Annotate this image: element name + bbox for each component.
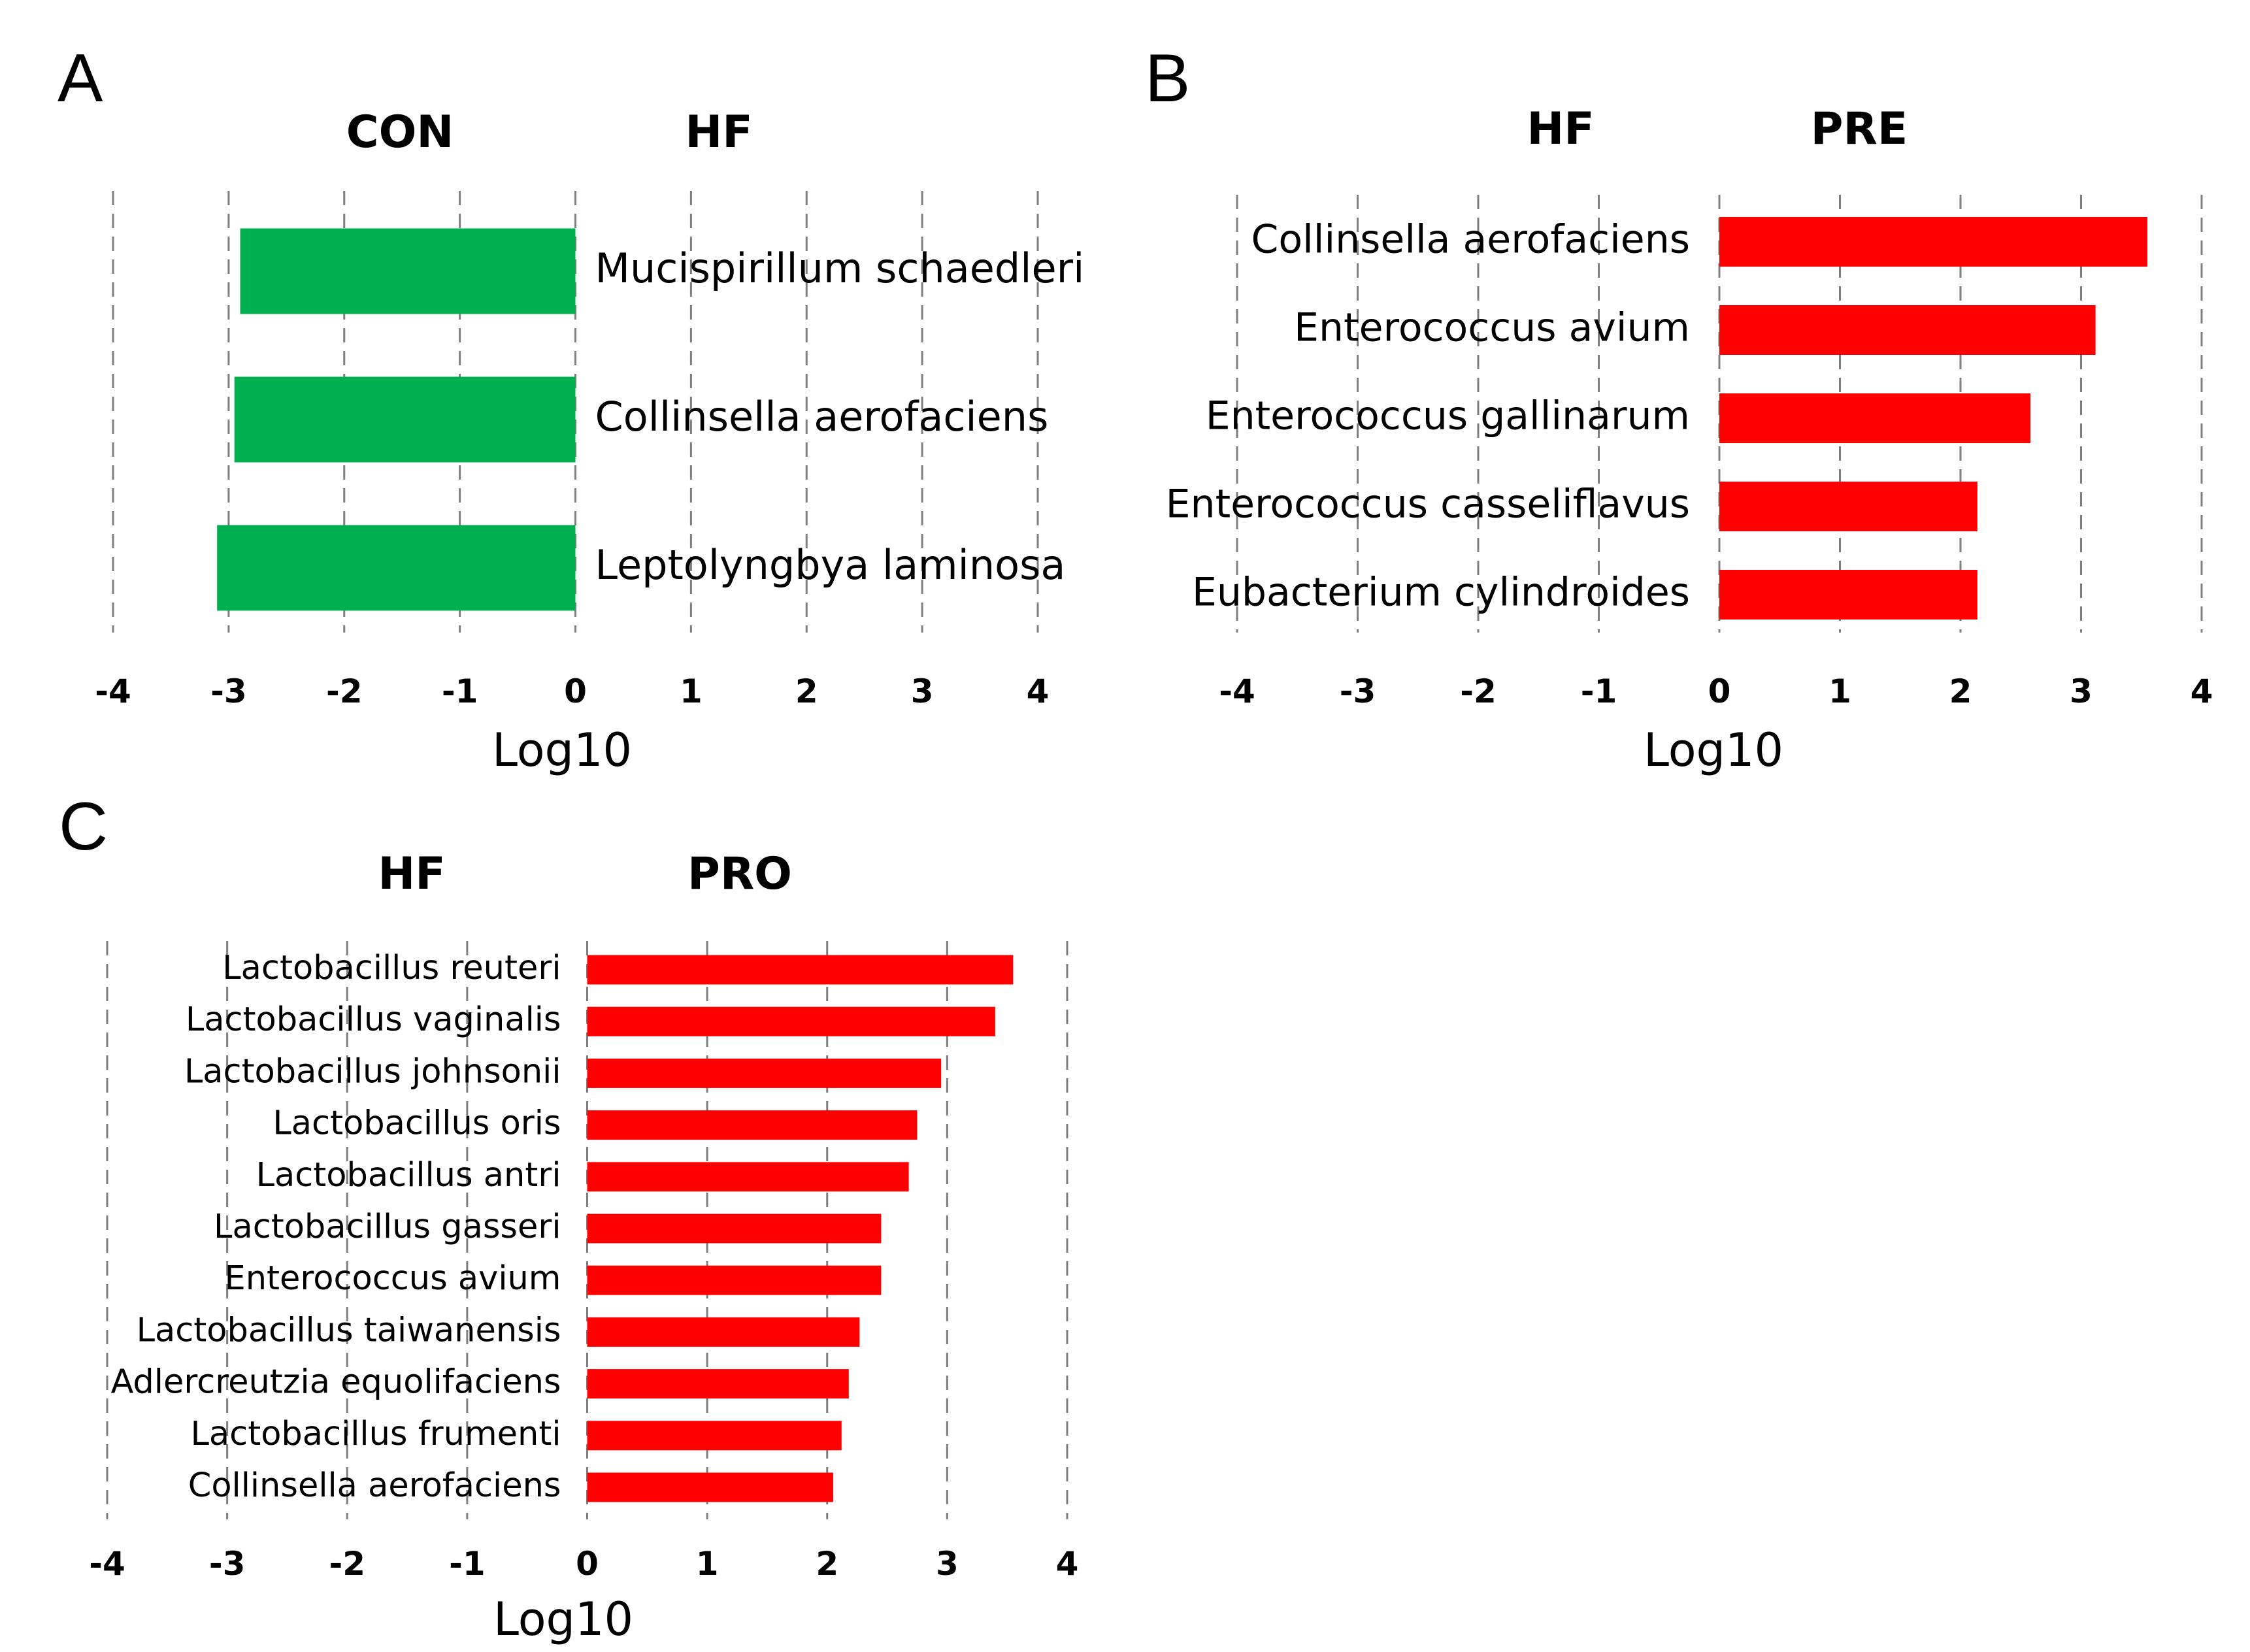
category-label: Lactobacillus antri — [256, 1156, 561, 1195]
category-label: Enterococcus avium — [224, 1259, 561, 1298]
group-label-con: CON — [346, 107, 454, 158]
x-tick-label: -3 — [209, 1545, 246, 1583]
x-tick-label: -2 — [329, 1545, 365, 1583]
x-tick-label: -3 — [210, 672, 247, 710]
bar — [587, 1421, 842, 1451]
bar — [587, 1214, 882, 1244]
bar — [1719, 482, 1977, 531]
bar — [1719, 217, 2147, 267]
x-tick-label: 3 — [2070, 672, 2093, 710]
x-axis-title: Log10 — [492, 723, 632, 777]
bar — [587, 1162, 909, 1192]
bar — [587, 1472, 833, 1502]
x-tick-label: -1 — [449, 1545, 486, 1583]
x-tick-label: 1 — [680, 672, 703, 710]
category-label: Collinsella aerofaciens — [1251, 217, 1690, 263]
x-tick-label: 1 — [696, 1545, 719, 1583]
panel-c: C HF PRO Lactobacillus reuteri Lactobacillus… — [59, 789, 1078, 1646]
x-tick-label: -4 — [1219, 672, 1255, 710]
category-label: Collinsella aerofaciens — [595, 393, 1049, 440]
group-label-pro: PRO — [687, 848, 792, 900]
bar — [1719, 393, 2031, 443]
x-tick-label: -4 — [95, 672, 131, 710]
bar — [587, 1110, 918, 1140]
category-label: Lactobacillus johnsonii — [184, 1052, 561, 1091]
category-label: Lactobacillus taiwanensis — [137, 1311, 561, 1349]
group-label-pre: PRE — [1811, 103, 1908, 155]
x-tick-label: 3 — [911, 672, 934, 710]
x-tick-label: 2 — [1949, 672, 1972, 710]
category-label: Eubacterium cylindroides — [1192, 570, 1690, 616]
category-label: Enterococcus gallinarum — [1206, 393, 1690, 439]
bar — [240, 228, 576, 314]
x-tick-label: -3 — [1340, 672, 1376, 710]
bar — [217, 525, 576, 611]
category-label: Lactobacillus reuteri — [222, 949, 561, 987]
x-tick-label: 4 — [1027, 672, 1050, 710]
x-tick-label: 4 — [1056, 1545, 1079, 1583]
x-axis-title: Log10 — [493, 1593, 633, 1646]
x-tick-label: 2 — [816, 1545, 838, 1583]
x-tick-label: 4 — [2191, 672, 2213, 710]
x-tick-label: -1 — [1581, 672, 1617, 710]
x-tick-label: -4 — [89, 1545, 125, 1583]
x-tick-label: 0 — [576, 1545, 599, 1583]
bar — [587, 1265, 882, 1295]
x-tick-label: 1 — [1828, 672, 1851, 710]
category-label: Leptolyngbya laminosa — [595, 541, 1066, 589]
x-tick-label: -2 — [326, 672, 363, 710]
panel-b: B HF PRE Collinsella aerofaciens Enterococcu… — [1145, 41, 2213, 777]
group-label-hf: HF — [378, 848, 445, 900]
bar — [587, 1317, 860, 1347]
x-tick-label: 3 — [936, 1545, 959, 1583]
panel-letter: A — [58, 41, 103, 116]
x-tick-label: 2 — [795, 672, 818, 710]
x-tick-label: -1 — [442, 672, 478, 710]
x-tick-label: -2 — [1460, 672, 1497, 710]
panel-a: A CON HF Mucispirillum schaedleri Collinsell… — [58, 41, 1084, 777]
x-tick-label: 0 — [564, 672, 587, 710]
panel-letter: B — [1145, 41, 1190, 116]
x-axis-title: Log10 — [1644, 723, 1783, 777]
group-label-hf: HF — [1527, 103, 1594, 155]
category-label: Collinsella aerofaciens — [188, 1466, 561, 1505]
bar — [587, 955, 1014, 985]
bar — [587, 1006, 995, 1036]
category-label: Mucispirillum schaedleri — [595, 244, 1085, 292]
category-label: Enterococcus avium — [1294, 305, 1690, 351]
x-tick-label: 0 — [1708, 672, 1731, 710]
bar — [234, 376, 576, 463]
category-label: Lactobacillus gasseri — [214, 1208, 561, 1246]
bar — [1719, 570, 1977, 620]
category-label: Lactobacillus oris — [273, 1104, 561, 1143]
bar — [587, 1369, 849, 1399]
category-label: Lactobacillus frumenti — [191, 1415, 561, 1453]
category-label: Adlercreutzia equolifaciens — [110, 1363, 561, 1402]
panel-letter: C — [59, 789, 108, 865]
category-label: Lactobacillus vaginalis — [186, 1000, 561, 1039]
bar — [1719, 305, 2096, 355]
category-label: Enterococcus casseliflavus — [1166, 482, 1690, 527]
group-label-hf: HF — [685, 107, 752, 158]
bar — [587, 1058, 942, 1088]
